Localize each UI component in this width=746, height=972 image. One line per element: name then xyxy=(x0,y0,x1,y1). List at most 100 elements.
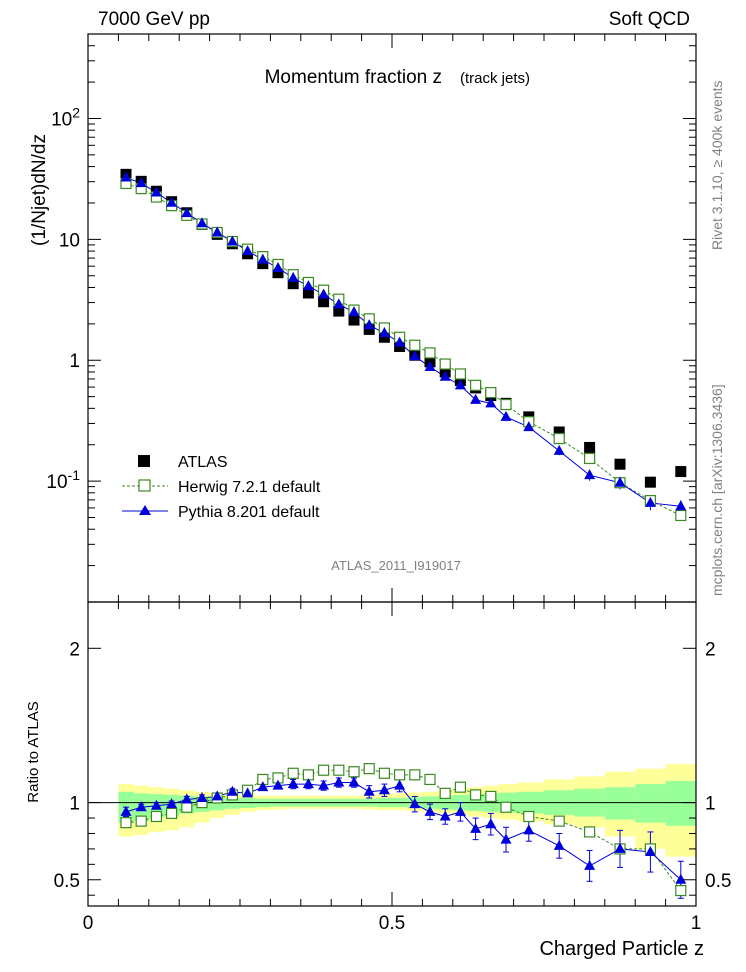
herwig-ratio-point xyxy=(378,767,390,779)
pythia-ratio-point xyxy=(584,859,596,870)
herwig-ratio-point xyxy=(135,815,147,827)
pythia-ratio-point xyxy=(166,798,178,809)
herwig-point xyxy=(424,347,436,359)
legend-pythia-marker xyxy=(139,505,151,515)
y-tick-label: 1 xyxy=(69,351,80,372)
pythia-ratio-point xyxy=(120,805,132,816)
ratio-axis-title: Ratio to ATLAS xyxy=(25,701,42,802)
herwig-ratio-point xyxy=(553,815,565,827)
herwig-ratio-point xyxy=(363,763,375,775)
herwig-ratio-point xyxy=(439,787,451,799)
pythia-ratio-point xyxy=(196,791,208,802)
herwig-ratio-point xyxy=(583,826,596,838)
pythia-point xyxy=(150,186,162,197)
atlas-point xyxy=(584,441,596,453)
pythia-point xyxy=(242,245,254,256)
pythia-ratio-point xyxy=(226,785,238,796)
pythia-ratio-point xyxy=(181,793,193,804)
legend-atlas-marker xyxy=(138,455,150,467)
atlas-point xyxy=(644,476,656,488)
herwig-ratio-point xyxy=(287,767,299,779)
pythia-point xyxy=(675,500,687,511)
pythia-ratio-point xyxy=(523,824,535,835)
pythia-ratio-point xyxy=(333,776,345,787)
pythia-ratio-point xyxy=(318,779,330,790)
herwig-ratio-point xyxy=(500,801,512,813)
herwig-line xyxy=(125,183,682,516)
pythia-point xyxy=(333,298,345,309)
process-label: Soft QCD xyxy=(609,9,690,30)
analysis-id: ATLAS_2011_I919017 xyxy=(331,558,461,573)
herwig-ratio-point xyxy=(485,790,497,803)
pythia-point xyxy=(257,253,269,264)
pythia-ratio-point xyxy=(257,781,269,792)
herwig-point xyxy=(500,398,512,411)
herwig-point xyxy=(454,368,466,380)
x-tick-label: 1 xyxy=(691,913,702,934)
pythia-point xyxy=(500,410,512,421)
ratio-tick-label-right: 0.5 xyxy=(705,871,731,892)
atlas-band-inner xyxy=(224,797,240,809)
atlas-point xyxy=(318,296,330,308)
legend: ATLAS Herwig 7.2.1 default Pythia 8.201 … xyxy=(122,454,321,521)
atlas-point xyxy=(333,305,345,317)
pythia-point xyxy=(454,379,466,390)
herwig-point xyxy=(439,358,451,370)
pythia-point xyxy=(318,288,330,299)
pythia-ratio-point xyxy=(135,801,147,812)
pythia-ratio-point xyxy=(485,818,497,829)
herwig-ratio-point xyxy=(348,766,360,778)
pythia-ratio-point xyxy=(470,822,482,833)
atlas-band-inner xyxy=(635,784,666,823)
herwig-ratio-point xyxy=(333,764,345,776)
herwig-ratio-point xyxy=(318,764,330,776)
herwig-ratio-point xyxy=(454,781,466,793)
pythia-point xyxy=(226,235,238,246)
pythia-point xyxy=(363,319,375,330)
pythia-point xyxy=(394,336,406,347)
ratio-tick-label-right: 1 xyxy=(705,794,716,815)
pythia-ratio-point xyxy=(378,784,390,795)
pythia-point xyxy=(439,370,451,381)
pythia-point xyxy=(409,350,421,361)
ratio-tick-label-right: 2 xyxy=(705,639,716,660)
pythia-point xyxy=(644,496,656,507)
pythia-ratio-point xyxy=(454,805,466,816)
plot-subtitle: (track jets) xyxy=(460,70,530,87)
pythia-point xyxy=(302,280,314,291)
pythia-ratio-point xyxy=(675,873,687,884)
mcplots-label: mcplots.cern.ch [arXiv:1306.3436] xyxy=(709,384,725,596)
herwig-ratio-point xyxy=(523,810,535,823)
pythia-point xyxy=(120,171,132,182)
pythia-ratio-point xyxy=(287,778,299,789)
atlas-point xyxy=(553,426,565,438)
pythia-ratio-point xyxy=(242,787,254,798)
atlas-point xyxy=(302,287,314,299)
atlas-point xyxy=(378,331,390,343)
legend-herwig-marker xyxy=(138,479,151,492)
main-panel: 10-1 1 10 102 Momentum fraction z (track je… xyxy=(46,33,697,603)
legend-atlas-label: ATLAS xyxy=(178,454,228,471)
herwig-ratio-point xyxy=(409,769,421,781)
atlas-point xyxy=(257,258,269,270)
pythia-point xyxy=(523,421,535,432)
energy-label: 7000 GeV pp xyxy=(98,9,210,30)
pythia-point xyxy=(211,226,223,237)
herwig-point xyxy=(583,452,596,465)
pythia-ratio-point xyxy=(439,810,451,821)
pythia-point xyxy=(181,207,193,218)
herwig-ratio-point xyxy=(181,801,193,813)
x-tick-label: 0 xyxy=(83,913,94,934)
pythia-point xyxy=(424,360,436,371)
pythia-ratio-point xyxy=(272,779,284,790)
herwig-ratio-point xyxy=(394,769,406,781)
pythia-point xyxy=(553,444,565,455)
atlas-point xyxy=(614,458,626,470)
plot-title: Momentum fraction z xyxy=(265,67,442,88)
pythia-point xyxy=(378,327,390,338)
y-tick-label: 10 xyxy=(59,230,80,251)
pythia-point xyxy=(287,271,299,282)
pythia-ratio-point xyxy=(394,779,406,790)
pythia-ratio-point xyxy=(614,842,626,853)
